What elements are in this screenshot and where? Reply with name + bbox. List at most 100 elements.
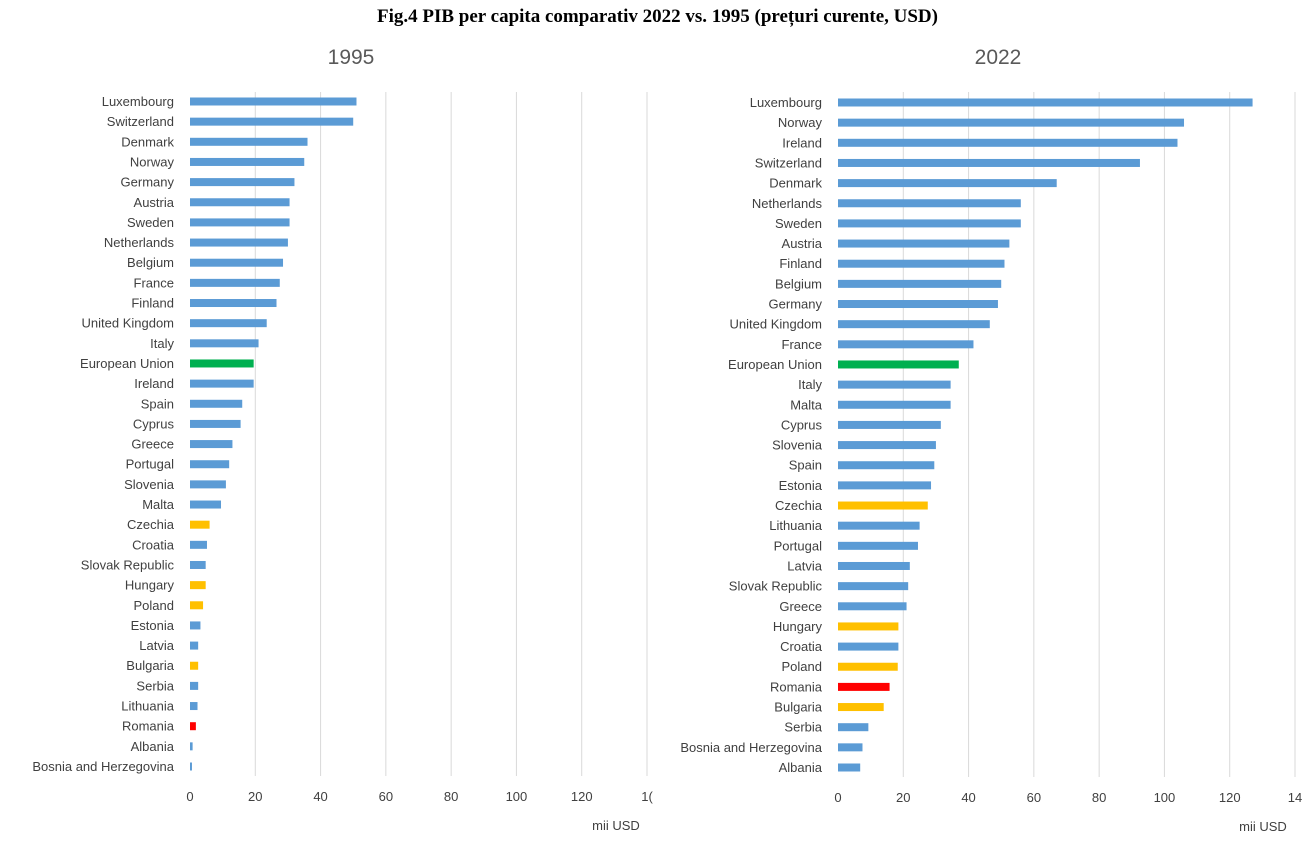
- bar-slovak-republic: [838, 582, 909, 591]
- category-label: Hungary: [773, 619, 823, 634]
- category-label: Serbia: [784, 720, 822, 735]
- bar-ireland: [838, 138, 1178, 147]
- category-label: Albania: [131, 739, 175, 754]
- bar-european-union: [190, 359, 254, 368]
- bar-hungary: [838, 622, 899, 631]
- category-label: Croatia: [132, 537, 175, 552]
- bar-cyprus: [190, 419, 241, 428]
- bar-estonia: [838, 481, 932, 490]
- page-title: Fig.4 PIB per capita comparativ 2022 vs.…: [377, 6, 938, 27]
- bar-albania: [838, 763, 861, 772]
- category-label: European Union: [728, 357, 822, 372]
- category-label: Estonia: [779, 478, 823, 493]
- bar-austria: [190, 198, 290, 207]
- category-label: Cyprus: [133, 416, 175, 431]
- bar-croatia: [838, 642, 899, 651]
- x-tick-label: 40: [313, 789, 327, 804]
- category-label: Malta: [142, 497, 175, 512]
- category-label: Bosnia and Herzegovina: [32, 759, 174, 774]
- bar-lithuania: [838, 521, 920, 530]
- bar-european-union: [838, 360, 959, 369]
- bar-bulgaria: [190, 661, 199, 670]
- bar-austria: [838, 239, 1010, 248]
- category-label: Slovenia: [772, 438, 823, 453]
- bar-romania: [190, 722, 196, 731]
- x-tick-label: 80: [1092, 790, 1106, 805]
- x-tick-label: 0: [186, 789, 193, 804]
- bar-luxembourg: [838, 98, 1253, 107]
- x-tick-label: 60: [379, 789, 393, 804]
- category-label: Finland: [131, 296, 174, 311]
- category-label: Ireland: [782, 135, 822, 150]
- category-label: Sweden: [127, 215, 174, 230]
- x-tick-label: 1(: [641, 789, 653, 804]
- bar-czechia: [838, 501, 928, 510]
- bar-switzerland: [190, 117, 354, 126]
- x-tick-label: 120: [571, 789, 593, 804]
- category-label: Slovenia: [124, 477, 175, 492]
- category-label: Spain: [789, 458, 822, 473]
- x-tick-label: 100: [506, 789, 528, 804]
- category-label: United Kingdom: [730, 317, 823, 332]
- bar-slovenia: [190, 480, 226, 489]
- bar-cyprus: [838, 420, 941, 429]
- category-label: Estonia: [131, 618, 175, 633]
- bar-netherlands: [838, 199, 1021, 208]
- chart-subtitle: 2022: [975, 46, 1022, 69]
- bar-portugal: [190, 460, 230, 469]
- category-label: Hungary: [125, 578, 175, 593]
- x-tick-label: 20: [248, 789, 262, 804]
- category-label: Romania: [770, 679, 823, 694]
- x-tick-label: 40: [961, 790, 975, 805]
- bar-czechia: [190, 520, 210, 529]
- category-label: France: [134, 275, 174, 290]
- bar-latvia: [838, 561, 910, 570]
- category-label: Slovak Republic: [81, 557, 175, 572]
- bar-lithuania: [190, 702, 198, 711]
- x-tick-label: 60: [1027, 790, 1041, 805]
- bar-serbia: [190, 681, 199, 690]
- bar-germany: [190, 178, 295, 187]
- bar-united-kingdom: [838, 320, 990, 329]
- category-label: Bosnia and Herzegovina: [680, 740, 822, 755]
- bar-estonia: [190, 621, 201, 630]
- bar-poland: [190, 601, 204, 610]
- bar-bosnia-and-herzegovina: [838, 743, 863, 752]
- category-label: Latvia: [787, 558, 822, 573]
- bar-sweden: [190, 218, 290, 227]
- category-label: Switzerland: [107, 114, 174, 129]
- bar-malta: [190, 500, 222, 509]
- category-label: Latvia: [139, 638, 174, 653]
- category-label: Portugal: [126, 457, 175, 472]
- category-label: Czechia: [775, 498, 823, 513]
- category-label: Luxembourg: [102, 94, 174, 109]
- bar-albania: [190, 742, 193, 751]
- bar-norway: [190, 157, 305, 166]
- bar-netherlands: [190, 238, 288, 247]
- x-tick-label: 120: [1219, 790, 1241, 805]
- bar-luxembourg: [190, 97, 357, 106]
- bar-malta: [838, 400, 951, 409]
- bar-france: [190, 278, 280, 287]
- category-label: Sweden: [775, 216, 822, 231]
- category-label: Bulgaria: [774, 700, 822, 715]
- category-label: Netherlands: [104, 235, 175, 250]
- category-label: Denmark: [121, 134, 174, 149]
- chart-1995: 1995 0 20 40 60 80 100 120 1(mii USD Luxembourg Sw…: [32, 46, 653, 833]
- category-label: Ireland: [134, 376, 174, 391]
- category-label: Croatia: [780, 639, 823, 654]
- category-label: Belgium: [775, 276, 822, 291]
- category-label: Malta: [790, 397, 823, 412]
- category-label: Spain: [141, 396, 174, 411]
- bar-slovak-republic: [190, 560, 206, 569]
- category-label: Luxembourg: [750, 95, 822, 110]
- bar-croatia: [190, 540, 207, 549]
- bar-denmark: [838, 179, 1057, 188]
- bar-greece: [190, 440, 233, 449]
- bar-slovenia: [838, 441, 936, 450]
- bar-greece: [838, 602, 907, 611]
- category-label: Germany: [121, 175, 175, 190]
- bar-portugal: [838, 541, 918, 550]
- category-label: Cyprus: [781, 417, 823, 432]
